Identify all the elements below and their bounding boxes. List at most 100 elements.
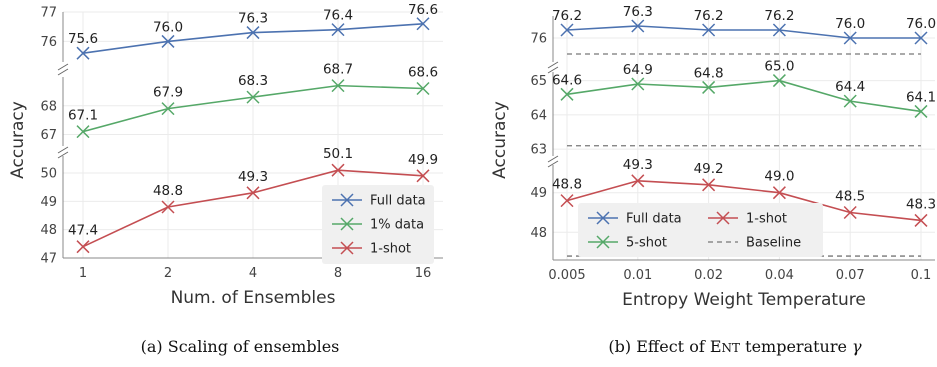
data-label: 76.3 (623, 4, 653, 20)
legend-marker (340, 241, 354, 255)
data-label: 76.4 (323, 8, 353, 24)
data-point-marker (161, 34, 175, 48)
series-line-green (566, 79, 922, 113)
data-label: 65.0 (764, 59, 794, 75)
x-axis-label: Num. of Ensembles (171, 288, 336, 308)
y-tick-label: 67 (40, 128, 57, 143)
x-tick-label: 0.1 (911, 268, 932, 283)
figure-caption: (b) Effect of ENT temperature γ (608, 337, 862, 356)
data-label: 49.3 (238, 169, 268, 185)
y-tick-label: 50 (40, 167, 57, 182)
data-point-marker (631, 174, 645, 188)
data-label: 50.1 (323, 146, 353, 162)
x-tick-label: 0.02 (694, 268, 723, 283)
data-point-marker (246, 26, 260, 40)
data-point-marker (331, 79, 345, 93)
caption-part: temperature (740, 337, 852, 356)
legend-box (578, 203, 823, 257)
data-label: 76.2 (694, 8, 724, 24)
x-tick-label: 4 (249, 266, 257, 281)
data-label: 76.0 (906, 16, 936, 32)
axis-break-mark (57, 63, 69, 71)
y-axis-label: Accuracy (490, 101, 510, 179)
data-point-marker (843, 31, 857, 45)
legend-marker (340, 193, 354, 207)
data-label: 48.3 (906, 196, 936, 212)
data-label: 67.1 (68, 108, 98, 124)
data-point-marker (631, 77, 645, 91)
data-label: 48.8 (552, 177, 582, 193)
data-point-marker (702, 80, 716, 94)
data-point-marker (914, 213, 928, 227)
data-label: 75.6 (68, 31, 98, 47)
data-point-marker (772, 23, 786, 37)
data-label: 64.1 (906, 89, 936, 105)
y-tick-label: 48 (40, 223, 57, 238)
data-label: 68.6 (408, 65, 438, 81)
data-label: 68.7 (323, 62, 353, 78)
data-point-marker (560, 23, 574, 37)
data-point-marker (560, 194, 574, 208)
axis-break-mark (547, 66, 559, 74)
data-point-marker (246, 186, 260, 200)
data-label: 47.4 (68, 223, 98, 239)
data-label: 76.0 (153, 19, 183, 35)
series-line-red (566, 180, 922, 222)
legend-label: 1% data (370, 218, 424, 233)
data-label: 49.0 (764, 169, 794, 185)
data-point-marker (76, 46, 90, 60)
y-tick-label: 49 (40, 195, 57, 210)
y-tick-label: 76 (40, 35, 57, 50)
legend-label: Baseline (746, 236, 801, 251)
data-label: 48.5 (835, 189, 865, 205)
data-label: 76.0 (835, 16, 865, 32)
axis-break-mark (547, 160, 559, 168)
legend-label: 1-shot (746, 212, 787, 227)
series-line-blue (566, 25, 921, 39)
axis-break-mark (57, 151, 69, 159)
data-point-marker (914, 31, 928, 45)
caption-part: NT (722, 341, 741, 355)
legend-marker (340, 217, 354, 231)
figure-caption: (a) Scaling of ensembles (141, 337, 340, 356)
y-tick-label: 49 (530, 186, 547, 201)
axis-break-mark (547, 61, 559, 69)
data-label: 64.8 (694, 65, 724, 81)
y-tick-label: 65 (530, 74, 547, 89)
x-axis-label: Entropy Weight Temperature (622, 290, 866, 310)
data-point-marker (772, 74, 786, 88)
y-axis-label: Accuracy (8, 101, 28, 179)
data-point-marker (161, 200, 175, 214)
data-point-marker (914, 104, 928, 118)
data-label: 76.6 (408, 2, 438, 18)
data-point-marker (331, 23, 345, 37)
data-point-marker (416, 81, 430, 96)
x-tick-label: 0.04 (765, 268, 794, 283)
x-tick-label: 2 (164, 266, 172, 281)
y-tick-label: 76 (530, 32, 547, 47)
data-point-marker (416, 17, 430, 31)
data-point-marker (702, 23, 716, 37)
data-point-marker (331, 163, 345, 177)
data-label: 48.8 (153, 183, 183, 199)
axis-break-mark (547, 155, 559, 163)
data-point-marker (560, 87, 574, 101)
legend-label: Full data (626, 212, 682, 227)
data-point-marker (76, 240, 90, 254)
x-tick-label: 16 (415, 266, 432, 281)
data-label: 67.9 (153, 85, 183, 101)
data-label: 64.9 (623, 62, 653, 78)
caption-part: (b) Effect of (608, 337, 709, 356)
data-point-marker (631, 19, 645, 33)
x-tick-label: 8 (334, 266, 342, 281)
data-label: 76.3 (238, 11, 268, 27)
data-point-marker (161, 102, 175, 116)
data-point-marker (772, 186, 786, 200)
legend-label: 5-shot (626, 236, 667, 251)
x-tick-label: 0.005 (548, 268, 585, 283)
y-tick-label: 77 (40, 6, 57, 21)
caption-part: γ (852, 337, 862, 356)
chart-ent-temperature: 76 65 64 63 49 48 0.005 0.01 0.02 0.04 0.07 0.1 Entr… (490, 4, 936, 356)
